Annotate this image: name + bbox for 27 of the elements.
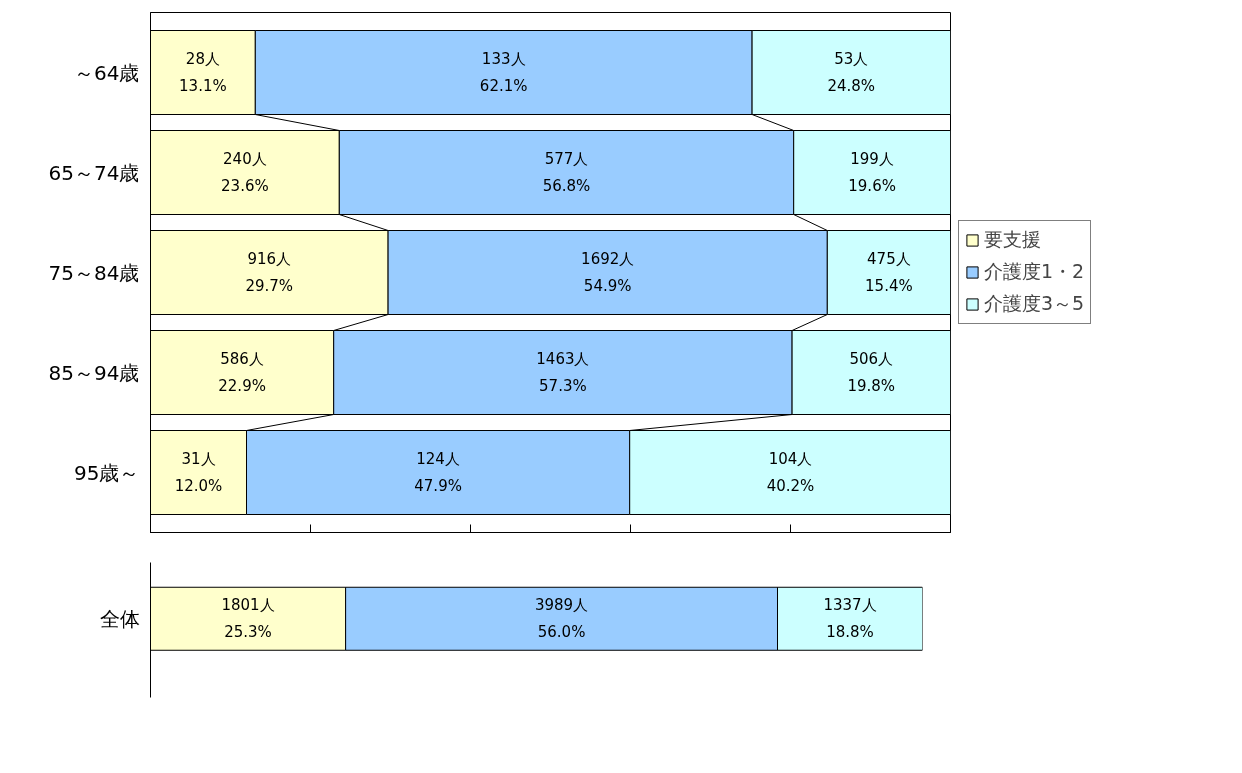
data-label: 1801人 25.3% xyxy=(221,596,275,642)
data-label: 475人 15.4% xyxy=(865,250,913,295)
data-label: 53人 24.8% xyxy=(827,50,876,95)
data-label: 104人 40.2% xyxy=(766,450,815,495)
legend-label: 介護度3～5 xyxy=(984,291,1085,316)
data-label: 1692人 54.9% xyxy=(581,250,635,295)
data-label: 577人 56.8% xyxy=(542,150,591,195)
y-tick-label: 65～74歳 xyxy=(48,160,140,185)
legend-label: 介護度1・2 xyxy=(984,259,1085,284)
data-label: 1463人 57.3% xyxy=(536,350,590,395)
y-tick-label: 85～94歳 xyxy=(48,360,140,385)
data-label: 133人 62.1% xyxy=(479,50,528,95)
data-label: 28人 13.1% xyxy=(179,50,227,95)
data-label: 3989人 56.0% xyxy=(534,596,589,642)
data-label: 31人 12.0% xyxy=(174,450,223,495)
y-tick-label: 全体 xyxy=(99,606,140,631)
legend-label: 要支援 xyxy=(984,227,1041,252)
y-tick-label: 95歳～ xyxy=(74,460,140,485)
data-label: 124人 47.9% xyxy=(414,450,462,495)
y-tick-label: ～64歳 xyxy=(74,60,140,85)
y-tick-label: 75～84歳 xyxy=(48,260,140,285)
data-label: 586人 22.9% xyxy=(218,350,266,395)
data-label: 916人 29.7% xyxy=(245,250,294,295)
data-label: 506人 19.8% xyxy=(847,350,896,395)
data-label: 240人 23.6% xyxy=(221,150,269,195)
data-label: 1337人 18.8% xyxy=(823,596,877,642)
data-label: 199人 19.6% xyxy=(848,150,896,195)
